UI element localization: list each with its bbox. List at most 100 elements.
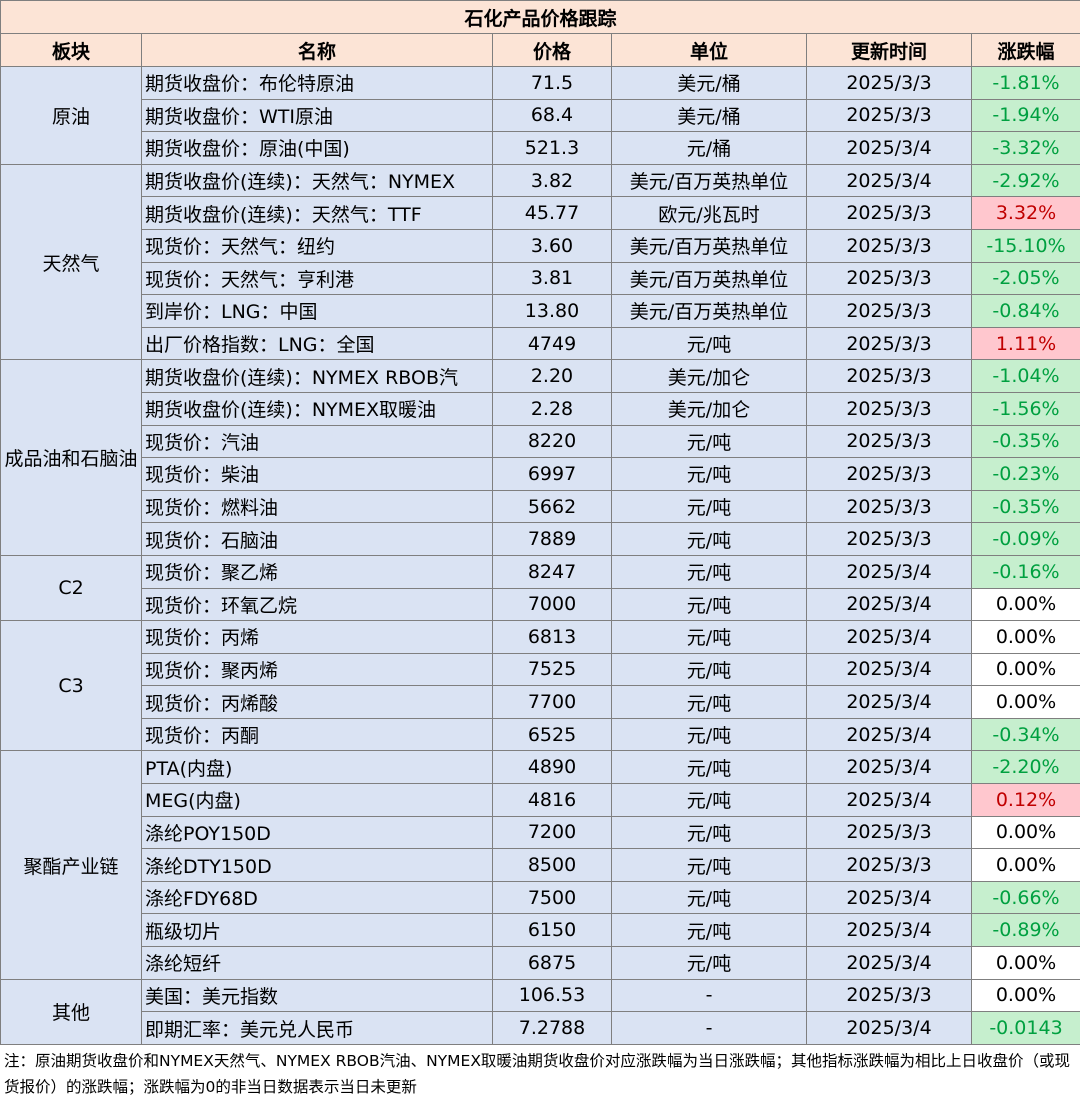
change: -2.92%	[972, 164, 1080, 197]
unit: 元/吨	[612, 653, 807, 686]
unit: 元/吨	[612, 686, 807, 719]
product-name: 期货收盘价(连续)：NYMEX RBOB汽	[142, 360, 493, 393]
update-date: 2025/3/3	[807, 458, 972, 491]
product-name: 期货收盘价：布伦特原油	[142, 67, 493, 100]
product-name: 期货收盘价(连续)：天然气：TTF	[142, 197, 493, 230]
product-name: 涤纶DTY150D	[142, 849, 493, 882]
unit: 元/吨	[612, 849, 807, 882]
unit: 美元/加仑	[612, 360, 807, 393]
change: -0.84%	[972, 295, 1080, 328]
change: -0.35%	[972, 490, 1080, 523]
product-name: 现货价：燃料油	[142, 490, 493, 523]
price: 6525	[493, 718, 612, 751]
change: 3.32%	[972, 197, 1080, 230]
change: -0.23%	[972, 458, 1080, 491]
update-date: 2025/3/3	[807, 360, 972, 393]
price: 8247	[493, 555, 612, 588]
product-name: 到岸价：LNG：中国	[142, 295, 493, 328]
price: 3.82	[493, 164, 612, 197]
change: -1.81%	[972, 67, 1080, 100]
unit: -	[612, 979, 807, 1012]
product-name: 现货价：天然气：亨利港	[142, 262, 493, 295]
unit: 元/吨	[612, 490, 807, 523]
price: 7200	[493, 816, 612, 849]
change: 0.12%	[972, 784, 1080, 817]
change: -0.09%	[972, 523, 1080, 556]
change: -1.04%	[972, 360, 1080, 393]
column-header: 单位	[612, 34, 807, 67]
product-name: 现货价：丙烯	[142, 621, 493, 654]
unit: 元/吨	[612, 523, 807, 556]
change: -1.56%	[972, 392, 1080, 425]
update-date: 2025/3/4	[807, 881, 972, 914]
update-date: 2025/3/3	[807, 392, 972, 425]
change: 0.00%	[972, 621, 1080, 654]
unit: 美元/百万英热单位	[612, 262, 807, 295]
price: 4890	[493, 751, 612, 784]
update-date: 2025/3/4	[807, 621, 972, 654]
unit: 欧元/兆瓦时	[612, 197, 807, 230]
change: -15.10%	[972, 229, 1080, 262]
product-name: 期货收盘价(连续)：天然气：NYMEX	[142, 164, 493, 197]
price: 8500	[493, 849, 612, 882]
update-date: 2025/3/3	[807, 490, 972, 523]
column-header: 更新时间	[807, 34, 972, 67]
unit: 美元/桶	[612, 99, 807, 132]
update-date: 2025/3/4	[807, 686, 972, 719]
update-date: 2025/3/3	[807, 197, 972, 230]
price: 3.81	[493, 262, 612, 295]
product-name: 美国：美元指数	[142, 979, 493, 1012]
change: -1.94%	[972, 99, 1080, 132]
unit: 元/吨	[612, 621, 807, 654]
product-name: PTA(内盘)	[142, 751, 493, 784]
change: 0.00%	[972, 588, 1080, 621]
sector: 其他	[1, 979, 142, 1044]
change: -3.32%	[972, 132, 1080, 165]
price: 6813	[493, 621, 612, 654]
product-name: 现货价：聚丙烯	[142, 653, 493, 686]
product-name: 现货价：石脑油	[142, 523, 493, 556]
change: 0.00%	[972, 849, 1080, 882]
update-date: 2025/3/3	[807, 425, 972, 458]
product-name: 瓶级切片	[142, 914, 493, 947]
unit: 元/吨	[612, 751, 807, 784]
product-name: 现货价：环氧乙烷	[142, 588, 493, 621]
update-date: 2025/3/4	[807, 588, 972, 621]
unit: 元/吨	[612, 425, 807, 458]
product-name: 现货价：柴油	[142, 458, 493, 491]
sector: 成品油和石脑油	[1, 360, 142, 556]
unit: 元/吨	[612, 588, 807, 621]
unit: 美元/百万英热单位	[612, 229, 807, 262]
update-date: 2025/3/4	[807, 947, 972, 980]
change: 1.11%	[972, 327, 1080, 360]
change: 0.00%	[972, 686, 1080, 719]
product-name: 期货收盘价(连续)：NYMEX取暖油	[142, 392, 493, 425]
price: 71.5	[493, 67, 612, 100]
price: 68.4	[493, 99, 612, 132]
update-date: 2025/3/4	[807, 718, 972, 751]
update-date: 2025/3/4	[807, 555, 972, 588]
price: 45.77	[493, 197, 612, 230]
header-row: 板块名称价格单位更新时间涨跌幅	[1, 34, 1080, 67]
unit: 元/吨	[612, 718, 807, 751]
